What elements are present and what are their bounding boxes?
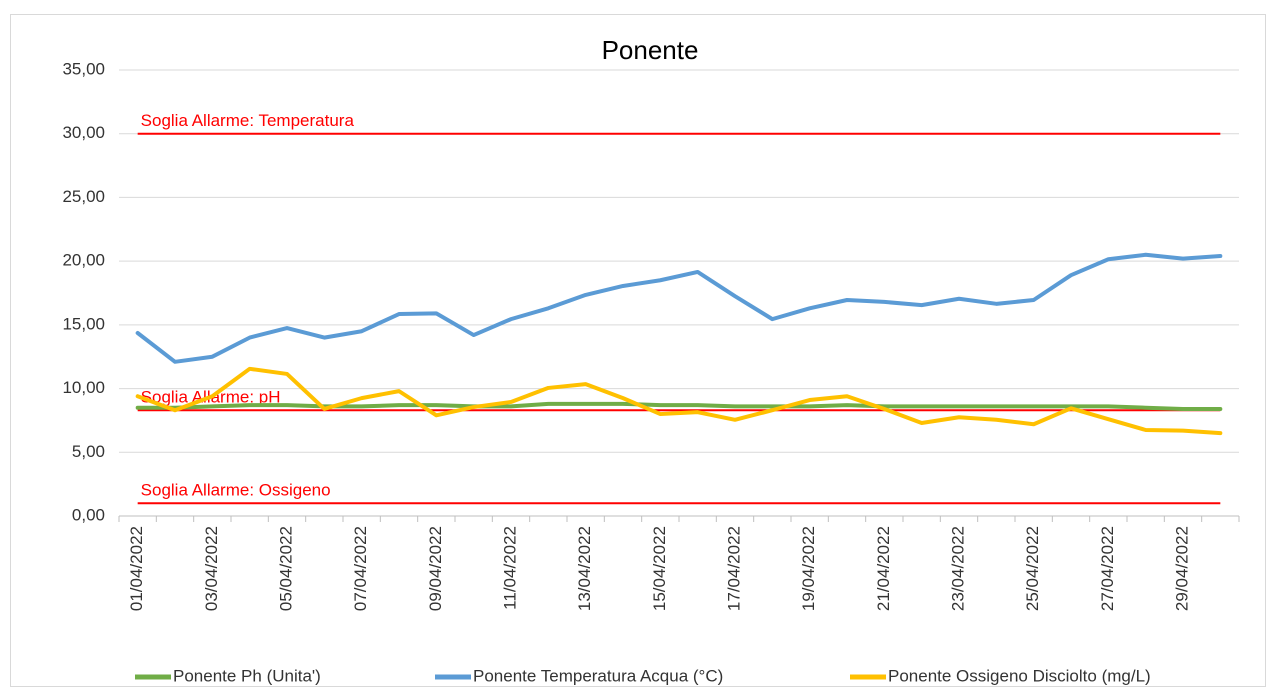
x-tick-label: 09/04/2022 [426, 526, 445, 611]
y-tick-label: 15,00 [62, 314, 105, 333]
x-tick-label: 19/04/2022 [799, 526, 818, 611]
y-tick-label: 30,00 [62, 123, 105, 142]
x-tick-label: 29/04/2022 [1172, 526, 1191, 611]
series-line [135, 252, 1223, 364]
x-tick-label: 23/04/2022 [948, 526, 967, 611]
x-tick-label: 13/04/2022 [575, 526, 594, 611]
y-tick-label: 35,00 [62, 59, 105, 78]
x-tick-label: 01/04/2022 [127, 526, 146, 611]
chart-title: Ponente [602, 35, 699, 65]
y-tick-label: 25,00 [62, 187, 105, 206]
series-line [135, 366, 1223, 436]
legend-label: Ponente Ph (Unita') [173, 666, 321, 685]
y-tick-label: 10,00 [62, 378, 105, 397]
x-tick-label: 07/04/2022 [351, 526, 370, 611]
threshold-label: Soglia Allarme: Temperatura [141, 111, 355, 130]
x-tick-label: 03/04/2022 [202, 526, 221, 611]
y-tick-label: 20,00 [62, 251, 105, 270]
x-tick-label: 25/04/2022 [1023, 526, 1042, 611]
y-tick-label: 5,00 [72, 442, 105, 461]
x-tick-label: 05/04/2022 [276, 526, 295, 611]
y-tick-label: 0,00 [72, 505, 105, 524]
x-tick-label: 27/04/2022 [1098, 526, 1117, 611]
chart-border [10, 14, 1266, 687]
x-tick-label: 17/04/2022 [724, 526, 743, 611]
x-tick-label: 21/04/2022 [874, 526, 893, 611]
x-tick-label: 11/04/2022 [500, 526, 519, 610]
legend-label: Ponente Ossigeno Disciolto (mg/L) [888, 666, 1151, 685]
threshold-label: Soglia Allarme: Ossigeno [141, 481, 331, 500]
legend-label: Ponente Temperatura Acqua (°C) [473, 666, 723, 685]
series-line [135, 401, 1223, 411]
x-tick-label: 15/04/2022 [650, 526, 669, 611]
